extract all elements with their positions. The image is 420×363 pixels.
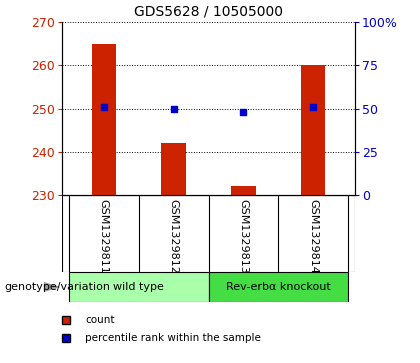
Text: count: count — [85, 315, 115, 325]
Bar — [69, 272, 208, 302]
Polygon shape — [44, 282, 60, 292]
Text: GSM1329811: GSM1329811 — [99, 199, 109, 274]
Point — [170, 106, 177, 111]
Title: GDS5628 / 10505000: GDS5628 / 10505000 — [134, 4, 283, 18]
Text: GSM1329814: GSM1329814 — [308, 199, 318, 274]
Point — [240, 109, 247, 115]
Bar — [161, 143, 186, 195]
Point — [100, 104, 107, 110]
Text: genotype/variation: genotype/variation — [4, 282, 110, 292]
Text: Rev-erbα knockout: Rev-erbα knockout — [226, 282, 331, 292]
Bar — [301, 65, 326, 195]
Bar — [231, 186, 256, 195]
Text: percentile rank within the sample: percentile rank within the sample — [85, 333, 261, 343]
Bar — [92, 44, 116, 195]
Point — [310, 104, 317, 110]
Bar — [208, 272, 348, 302]
Text: wild type: wild type — [113, 282, 164, 292]
Text: GSM1329812: GSM1329812 — [168, 199, 178, 274]
Text: GSM1329813: GSM1329813 — [239, 199, 248, 274]
